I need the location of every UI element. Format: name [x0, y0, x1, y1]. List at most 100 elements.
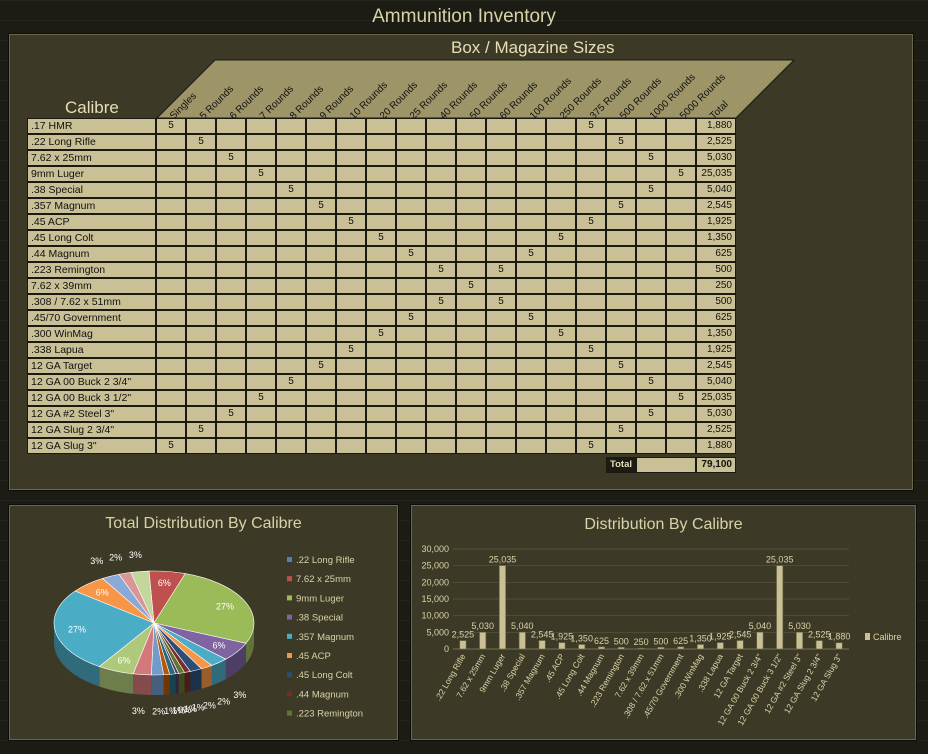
quantity-cell[interactable]: [366, 118, 396, 134]
row-total-cell[interactable]: 2,545: [696, 358, 736, 374]
quantity-cell[interactable]: [246, 374, 276, 390]
quantity-cell[interactable]: [396, 358, 426, 374]
quantity-cell[interactable]: [156, 358, 186, 374]
calibre-name[interactable]: 12 GA #2 Steel 3": [27, 406, 156, 422]
quantity-cell[interactable]: [186, 326, 216, 342]
quantity-cell[interactable]: [576, 246, 606, 262]
quantity-cell[interactable]: [216, 118, 246, 134]
quantity-cell[interactable]: [186, 342, 216, 358]
quantity-cell[interactable]: [336, 118, 366, 134]
quantity-cell[interactable]: [336, 310, 366, 326]
quantity-cell[interactable]: [486, 246, 516, 262]
quantity-cell[interactable]: [246, 422, 276, 438]
quantity-cell[interactable]: [426, 278, 456, 294]
quantity-cell[interactable]: [636, 310, 666, 326]
quantity-cell[interactable]: [306, 310, 336, 326]
quantity-cell[interactable]: [156, 246, 186, 262]
quantity-cell[interactable]: [336, 182, 366, 198]
quantity-cell[interactable]: [636, 390, 666, 406]
quantity-cell[interactable]: [516, 438, 546, 454]
quantity-cell[interactable]: [456, 166, 486, 182]
quantity-cell[interactable]: [216, 294, 246, 310]
quantity-cell[interactable]: [216, 438, 246, 454]
row-total-cell[interactable]: 625: [696, 246, 736, 262]
quantity-cell[interactable]: [336, 278, 366, 294]
quantity-cell[interactable]: [546, 262, 576, 278]
quantity-cell[interactable]: [576, 374, 606, 390]
row-total-cell[interactable]: 500: [696, 262, 736, 278]
quantity-cell[interactable]: 5: [576, 438, 606, 454]
quantity-cell[interactable]: [306, 262, 336, 278]
quantity-cell[interactable]: [156, 182, 186, 198]
quantity-cell[interactable]: [516, 166, 546, 182]
quantity-cell[interactable]: [276, 230, 306, 246]
quantity-cell[interactable]: [306, 150, 336, 166]
quantity-cell[interactable]: [666, 438, 696, 454]
quantity-cell[interactable]: [546, 214, 576, 230]
quantity-cell[interactable]: [156, 278, 186, 294]
quantity-cell[interactable]: [426, 150, 456, 166]
quantity-cell[interactable]: [486, 326, 516, 342]
quantity-cell[interactable]: [606, 278, 636, 294]
row-total-cell[interactable]: 5,040: [696, 182, 736, 198]
quantity-cell[interactable]: [606, 406, 636, 422]
quantity-cell[interactable]: [276, 198, 306, 214]
quantity-cell[interactable]: 5: [606, 134, 636, 150]
quantity-cell[interactable]: 5: [486, 294, 516, 310]
quantity-cell[interactable]: [486, 182, 516, 198]
quantity-cell[interactable]: [156, 406, 186, 422]
quantity-cell[interactable]: [456, 294, 486, 310]
quantity-cell[interactable]: [426, 374, 456, 390]
quantity-cell[interactable]: [276, 166, 306, 182]
quantity-cell[interactable]: [276, 214, 306, 230]
quantity-cell[interactable]: [246, 150, 276, 166]
quantity-cell[interactable]: [366, 358, 396, 374]
quantity-cell[interactable]: [606, 390, 636, 406]
quantity-cell[interactable]: 5: [306, 198, 336, 214]
quantity-cell[interactable]: [456, 246, 486, 262]
quantity-cell[interactable]: [336, 262, 366, 278]
quantity-cell[interactable]: [186, 118, 216, 134]
quantity-cell[interactable]: 5: [276, 374, 306, 390]
quantity-cell[interactable]: [516, 214, 546, 230]
quantity-cell[interactable]: [156, 150, 186, 166]
quantity-cell[interactable]: [396, 422, 426, 438]
quantity-cell[interactable]: [306, 230, 336, 246]
quantity-cell[interactable]: [306, 374, 336, 390]
quantity-cell[interactable]: [636, 246, 666, 262]
quantity-cell[interactable]: [666, 262, 696, 278]
quantity-cell[interactable]: [216, 134, 246, 150]
quantity-cell[interactable]: [606, 294, 636, 310]
quantity-cell[interactable]: [486, 278, 516, 294]
quantity-cell[interactable]: [636, 134, 666, 150]
quantity-cell[interactable]: [426, 390, 456, 406]
quantity-cell[interactable]: 5: [636, 374, 666, 390]
quantity-cell[interactable]: [246, 182, 276, 198]
quantity-cell[interactable]: [216, 246, 246, 262]
quantity-cell[interactable]: [156, 134, 186, 150]
row-total-cell[interactable]: 25,035: [696, 390, 736, 406]
quantity-cell[interactable]: [366, 150, 396, 166]
quantity-cell[interactable]: [366, 182, 396, 198]
quantity-cell[interactable]: [306, 342, 336, 358]
quantity-cell[interactable]: [366, 214, 396, 230]
quantity-cell[interactable]: [516, 134, 546, 150]
quantity-cell[interactable]: [396, 294, 426, 310]
row-total-cell[interactable]: 25,035: [696, 166, 736, 182]
quantity-cell[interactable]: [366, 246, 396, 262]
quantity-cell[interactable]: [546, 246, 576, 262]
quantity-cell[interactable]: [456, 422, 486, 438]
quantity-cell[interactable]: [276, 294, 306, 310]
quantity-cell[interactable]: [306, 182, 336, 198]
quantity-cell[interactable]: [666, 406, 696, 422]
quantity-cell[interactable]: 5: [186, 422, 216, 438]
quantity-cell[interactable]: [516, 150, 546, 166]
quantity-cell[interactable]: [666, 246, 696, 262]
row-total-cell[interactable]: 1,925: [696, 342, 736, 358]
quantity-cell[interactable]: [306, 294, 336, 310]
quantity-cell[interactable]: [426, 198, 456, 214]
quantity-cell[interactable]: [516, 390, 546, 406]
quantity-cell[interactable]: [546, 310, 576, 326]
quantity-cell[interactable]: [516, 374, 546, 390]
quantity-cell[interactable]: [426, 406, 456, 422]
